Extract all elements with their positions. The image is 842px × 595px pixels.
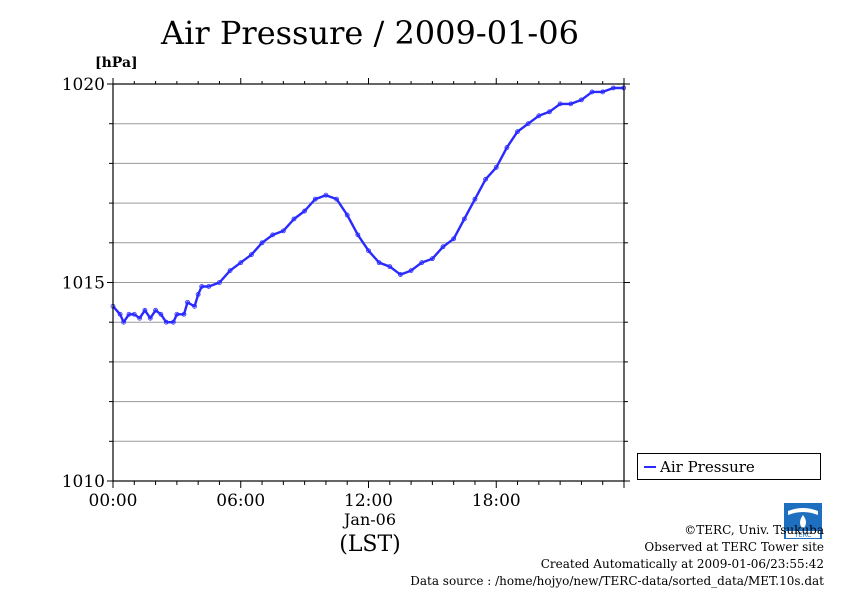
data-point — [199, 284, 205, 289]
data-point — [158, 311, 164, 317]
data-point — [344, 212, 350, 218]
data-point — [147, 315, 153, 321]
data-point — [600, 89, 606, 95]
data-point — [461, 216, 467, 222]
data-point — [483, 176, 489, 182]
x-axis-ticks: 00:00 06:00 12:00 18:00 — [89, 78, 625, 511]
data-point — [398, 272, 403, 277]
data-point — [451, 236, 457, 242]
y-tick-label: 1020 — [62, 75, 105, 95]
data-point — [547, 109, 552, 115]
x-tick-label: 12:00 — [344, 491, 393, 511]
data-point — [334, 196, 339, 202]
data-point — [515, 129, 520, 135]
data-point — [440, 244, 446, 250]
x-axis-date-label: Jan-06 — [343, 510, 397, 529]
data-point — [126, 311, 132, 317]
data-point — [192, 303, 198, 309]
data-point — [153, 307, 158, 313]
data-point — [121, 319, 127, 325]
data-point — [142, 307, 148, 313]
data-point — [366, 248, 371, 254]
data-point — [270, 232, 276, 238]
data-point — [376, 260, 382, 266]
data-point — [238, 260, 244, 266]
x-tick-label: 00:00 — [89, 491, 138, 511]
legend-swatch — [644, 466, 656, 468]
svg-text:TERC: TERC — [794, 531, 812, 539]
data-point — [589, 89, 595, 95]
gridlines — [113, 123, 624, 442]
data-point — [408, 268, 414, 273]
data-point — [312, 196, 318, 202]
data-point — [206, 284, 212, 289]
data-point — [568, 101, 574, 107]
chart-title: Air Pressure / 2009-01-06 — [161, 14, 579, 52]
data-point — [579, 97, 584, 103]
data-point — [504, 145, 510, 150]
data-point — [493, 164, 499, 170]
y-tick-label: 1015 — [62, 274, 105, 294]
data-point — [280, 228, 286, 234]
data-point — [174, 311, 180, 317]
data-point — [472, 196, 478, 202]
copyright-text: ©TERC, Univ. Tsukuba — [684, 523, 824, 537]
data-point — [291, 216, 297, 222]
terc-logo: TERC — [784, 503, 822, 539]
series-line — [112, 86, 624, 324]
data-point — [355, 232, 361, 238]
data-point — [217, 280, 222, 285]
data-point — [259, 240, 265, 246]
data-point — [429, 256, 435, 262]
data-point — [117, 311, 123, 317]
source-text: Data source : /home/hojyo/new/TERC-data/… — [410, 574, 824, 588]
plot-frame — [112, 83, 625, 482]
legend-label: Air Pressure — [660, 458, 755, 476]
site-text: Observed at TERC Tower site — [644, 540, 824, 554]
data-point — [195, 292, 201, 297]
data-point — [525, 121, 531, 127]
data-point — [131, 311, 137, 317]
legend: Air Pressure — [637, 453, 821, 480]
series-air-pressure — [110, 85, 627, 325]
y-tick-label: 1010 — [62, 472, 105, 492]
data-point — [302, 208, 308, 214]
y-axis-ticks: 1010 1015 1020 — [62, 75, 630, 492]
data-point — [181, 311, 187, 317]
data-point — [610, 85, 616, 91]
data-point — [323, 192, 329, 198]
x-tick-label: 06:00 — [216, 491, 265, 511]
data-point — [387, 264, 393, 270]
x-tick-label: 18:00 — [472, 491, 521, 511]
y-axis-unit-label: [hPa] — [95, 55, 138, 71]
data-point — [163, 319, 169, 325]
data-point — [170, 319, 176, 325]
x-axis-unit-label: (LST) — [339, 532, 401, 557]
data-point — [248, 252, 254, 258]
data-point — [557, 101, 563, 107]
data-point — [419, 260, 425, 266]
data-point — [536, 113, 542, 119]
created-text: Created Automatically at 2009-01-06/23:5… — [540, 557, 824, 571]
data-point — [185, 299, 190, 305]
data-point — [227, 268, 233, 273]
data-point — [137, 315, 143, 321]
